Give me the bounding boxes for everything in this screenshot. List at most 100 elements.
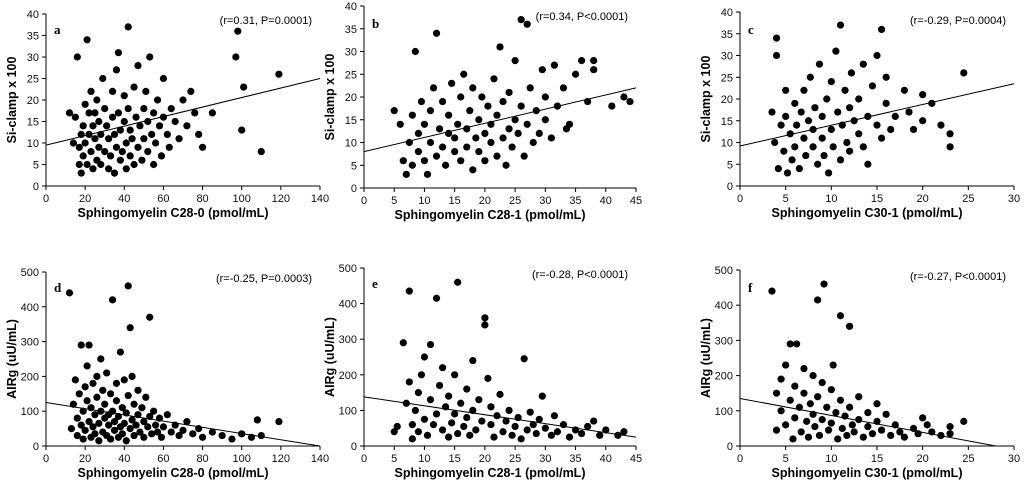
y-tick-label: 35 — [721, 29, 733, 41]
data-point — [780, 147, 788, 155]
y-tick-label: 0 — [33, 441, 39, 453]
data-point — [777, 375, 785, 383]
data-point — [393, 422, 401, 431]
data-point — [155, 414, 164, 422]
data-point — [815, 431, 824, 440]
data-point — [882, 73, 890, 81]
data-point — [850, 428, 858, 436]
data-point — [93, 372, 101, 380]
data-point — [520, 355, 528, 363]
data-point — [414, 129, 422, 137]
data-point — [457, 157, 465, 165]
data-point — [126, 152, 134, 160]
data-point — [846, 147, 854, 155]
data-point — [122, 437, 130, 445]
data-point — [836, 312, 845, 320]
x-tick-label: 0 — [43, 453, 49, 465]
x-axis-label: Sphingomyelin C30-1 (pmol/mL) — [772, 206, 963, 220]
data-point — [83, 160, 91, 169]
data-point — [390, 428, 398, 436]
data-point — [414, 428, 422, 436]
data-point — [788, 156, 796, 164]
y-tick-label: 100 — [21, 406, 39, 418]
data-point — [108, 87, 117, 95]
data-point — [517, 16, 525, 24]
data-point — [550, 61, 559, 69]
data-point — [806, 400, 814, 408]
data-point — [520, 152, 528, 160]
y-tick-label: 200 — [21, 371, 39, 383]
data-point — [584, 97, 592, 106]
data-point — [511, 422, 519, 431]
data-point — [114, 109, 123, 117]
data-point — [67, 425, 76, 433]
data-point — [786, 396, 794, 404]
data-point — [91, 411, 99, 419]
data-point — [79, 152, 87, 160]
data-point — [859, 143, 867, 151]
x-tick-label: 140 — [311, 453, 329, 465]
data-point — [782, 361, 790, 369]
data-point — [95, 143, 103, 151]
x-tick-label: 5 — [391, 453, 397, 465]
y-axis-label: AIRg (uU/mL) — [5, 319, 19, 399]
data-point — [848, 421, 856, 429]
data-point — [228, 435, 236, 443]
data-point — [793, 121, 801, 129]
data-point — [846, 403, 854, 411]
data-point — [163, 130, 171, 138]
data-point — [469, 84, 477, 92]
data-point — [800, 389, 808, 397]
data-point — [791, 99, 799, 107]
data-point — [463, 125, 471, 133]
data-point — [101, 105, 109, 113]
data-point — [946, 130, 954, 138]
y-tick-label: 15 — [721, 116, 733, 128]
data-point — [429, 84, 438, 92]
data-point — [399, 157, 407, 165]
y-tick-label: 500 — [21, 267, 39, 279]
data-point — [793, 340, 801, 348]
x-tick-label: 35 — [569, 453, 581, 465]
data-point — [505, 125, 513, 133]
data-point — [797, 428, 805, 436]
data-point — [772, 34, 781, 42]
x-tick-label: 15 — [449, 453, 461, 465]
data-point — [496, 43, 504, 51]
data-point — [140, 105, 148, 113]
data-point — [451, 410, 459, 418]
data-point — [142, 87, 150, 95]
data-point — [487, 120, 495, 128]
data-point — [390, 107, 398, 115]
data-point — [438, 364, 447, 372]
y-tick-label: 25 — [345, 69, 357, 81]
data-point — [529, 138, 537, 147]
data-point — [110, 130, 119, 138]
data-point — [247, 433, 256, 441]
data-point — [815, 60, 824, 68]
data-point — [208, 428, 216, 436]
data-point — [257, 148, 265, 156]
data-point — [814, 296, 822, 304]
data-point — [195, 425, 203, 433]
data-point — [451, 134, 459, 142]
data-point — [846, 322, 854, 330]
y-axis-label: Si-clamp x 100 — [699, 56, 713, 143]
data-point — [105, 135, 113, 143]
data-point — [523, 120, 531, 128]
data-point — [782, 112, 790, 120]
data-point — [432, 410, 441, 418]
data-point — [782, 421, 790, 429]
data-point — [457, 93, 465, 101]
data-point — [146, 53, 154, 61]
x-tick-label: 120 — [272, 193, 290, 205]
data-point — [900, 433, 909, 441]
data-point — [505, 88, 513, 97]
y-axis-label: Si-clamp x 100 — [323, 54, 337, 141]
data-point — [823, 403, 831, 411]
data-point — [71, 376, 79, 384]
y-tick-label: 40 — [27, 9, 39, 21]
data-point — [120, 376, 128, 384]
data-point — [93, 393, 101, 401]
x-tick-label: 5 — [783, 453, 789, 465]
